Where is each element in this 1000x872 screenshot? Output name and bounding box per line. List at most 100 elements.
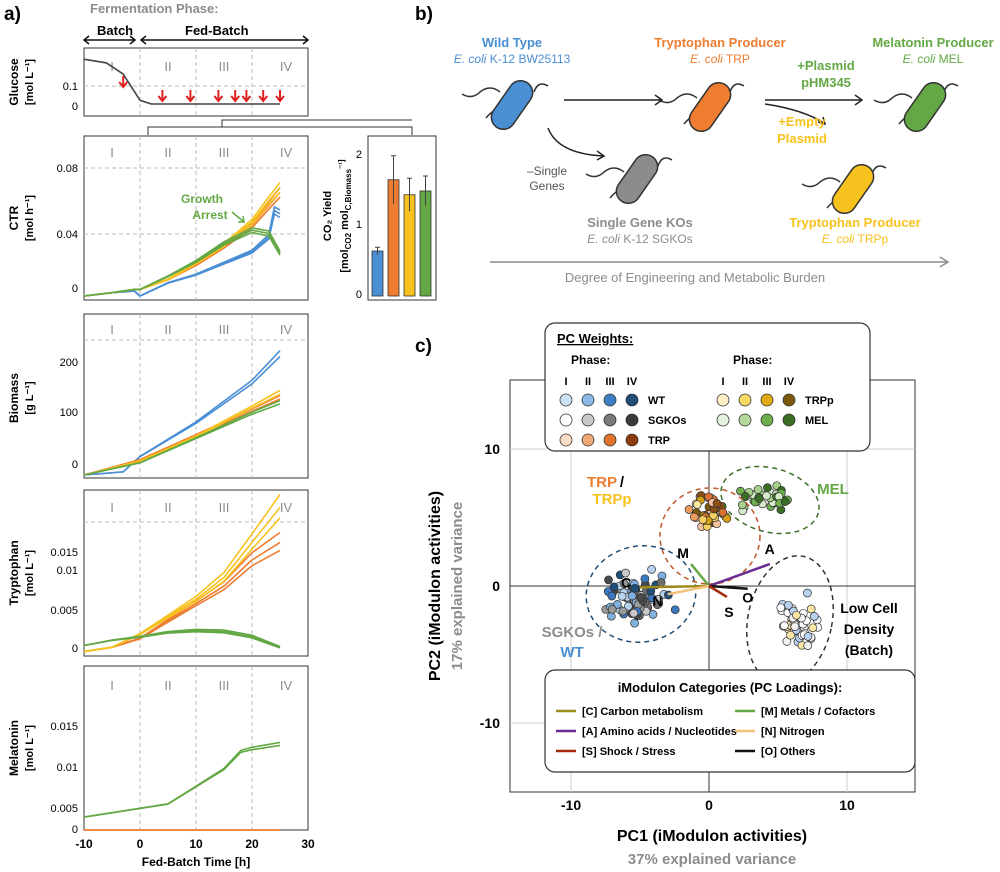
- single-label-2: Genes: [529, 179, 564, 193]
- tryptophan-series: [83, 494, 281, 653]
- pca-point: [684, 505, 694, 514]
- phase-title: Fermentation Phase:: [90, 1, 219, 16]
- c-ylabel: PC2 (iModulon activities): [427, 491, 444, 681]
- degree-label: Degree of Engineering and Metabolic Burd…: [565, 270, 825, 285]
- pca-point: [808, 623, 818, 633]
- cluster-wt-label: WT: [560, 644, 583, 661]
- pca-point: [698, 515, 708, 525]
- glucose-plot: I II III IV 0.1 0: [63, 47, 309, 117]
- sgko-subtitle: E. coli K-12 SGKOs: [587, 232, 692, 246]
- trp-title: Tryptophan Producer: [654, 35, 785, 50]
- feed-arrow: [213, 90, 224, 103]
- mel-tick-3: 0: [72, 824, 78, 836]
- pca-point: [689, 512, 699, 522]
- trp-ylabel-1: Tryptophan: [7, 540, 21, 605]
- legend-swatch: [738, 413, 752, 427]
- ctr-phase-3: III: [219, 145, 230, 160]
- pca-point: [806, 604, 816, 614]
- biomass-tick-0: 200: [60, 357, 78, 369]
- biomass-phase-2: II: [164, 322, 171, 337]
- plasmid-label-1: +Plasmid: [797, 58, 855, 73]
- pca-point: [692, 500, 702, 509]
- loading-label-n: N: [653, 593, 663, 609]
- loading-arrow-n: [667, 584, 710, 596]
- pca-point: [762, 491, 771, 501]
- fedbatch-label: Fed-Batch: [185, 23, 249, 38]
- a-xtick-3: 20: [245, 837, 259, 851]
- cluster-low-label-1: Low Cell: [840, 600, 898, 616]
- pca-point: [780, 497, 790, 506]
- loading-arrow-a: [708, 562, 771, 588]
- ctr-plot: I II III IV 0.08 0.04 0 Growth Arrest: [57, 135, 309, 301]
- c-ytick-0: 10: [484, 441, 500, 457]
- trp-bacterium-icon: [658, 81, 745, 133]
- pca-point: [640, 574, 650, 584]
- loading-label-s: S: [724, 604, 733, 620]
- pca-point: [630, 583, 640, 593]
- melatonin-plot: I II III IV 0.015 0.01 0.005 0: [50, 665, 309, 836]
- series-line-mel-0: [83, 744, 281, 818]
- pca-point: [647, 565, 656, 574]
- mel-phase-4: IV: [280, 678, 293, 693]
- glucose-phase-2: II: [164, 59, 171, 74]
- c-ylabel-2: 17% explained variance: [449, 502, 466, 670]
- cluster-slash: /: [620, 474, 625, 491]
- series-line-trpp-1: [83, 389, 281, 476]
- pca-point: [636, 592, 646, 602]
- tryptophan-plot: I II III IV 0.015 0.01 0.005 0: [50, 489, 309, 657]
- co2-tick-1: 1: [356, 219, 362, 231]
- legend-swatch: [603, 413, 617, 427]
- legend-swatch: [581, 393, 595, 407]
- series-line-wt-1: [83, 350, 281, 476]
- pca-point: [803, 641, 813, 650]
- legend-phase-l4: IV: [627, 376, 638, 388]
- a-xlabel: Fed-Batch Time [h]: [142, 855, 250, 869]
- mel-subtitle: E. coli MEL: [903, 52, 964, 66]
- legend-strain-sgkos: SGKOs: [648, 415, 687, 427]
- pca-point: [656, 578, 666, 587]
- growth-arrest-2: Arrest: [192, 208, 227, 222]
- bracket-lines: [147, 119, 413, 135]
- pca-point: [784, 600, 793, 610]
- pca-point: [809, 612, 819, 621]
- loading-label-o: O: [742, 590, 753, 606]
- category-label: [C] Carbon metabolism: [582, 706, 703, 718]
- pca-point: [670, 605, 680, 615]
- mel-ylabel-1: Melatonin: [7, 720, 21, 776]
- melatonin-series: [83, 741, 281, 831]
- legend-swatch: [738, 393, 752, 407]
- pca-point: [736, 486, 745, 496]
- trpp-subtitle: E. coli TRPp: [822, 232, 889, 246]
- trp-tick-1: 0.01: [57, 565, 78, 577]
- glucose-phase-3: III: [219, 59, 230, 74]
- pca-point: [790, 622, 800, 632]
- legend-swatch: [625, 433, 639, 447]
- phase-arrows: [82, 35, 310, 45]
- trp-phase-2: II: [164, 500, 171, 515]
- category-label: [N] Nitrogen: [761, 726, 825, 738]
- pca-point: [629, 608, 639, 618]
- degree-arrow: [490, 256, 950, 268]
- category-label: [S] Shock / Stress: [582, 746, 676, 758]
- categories-title: iModulon Categories (PC Loadings):: [618, 680, 843, 695]
- legend-swatch: [581, 413, 595, 427]
- series-line-trpp-1: [83, 494, 281, 653]
- legend-swatch: [760, 413, 774, 427]
- pca-point: [722, 514, 732, 523]
- legend-strain-trpp: TRPp: [805, 395, 834, 407]
- pca-point: [718, 508, 728, 517]
- legend-phase-r3: III: [762, 376, 771, 388]
- loading-arrow-m: [690, 563, 710, 587]
- biomass-phase-3: III: [219, 322, 230, 337]
- panel-label-b: b): [415, 4, 433, 25]
- trpp-title: Tryptophan Producer: [789, 215, 920, 230]
- pca-point: [627, 591, 637, 601]
- co2-frame: [367, 135, 437, 301]
- trp-phase-4: IV: [280, 500, 293, 515]
- pca-point: [630, 618, 639, 628]
- loading-label-a: A: [765, 541, 775, 557]
- glucose-tick-1: 0: [72, 101, 78, 113]
- mel-phase-3: III: [219, 678, 230, 693]
- growth-arrest-1: Growth: [181, 192, 223, 206]
- series-line-mel-0: [83, 403, 281, 476]
